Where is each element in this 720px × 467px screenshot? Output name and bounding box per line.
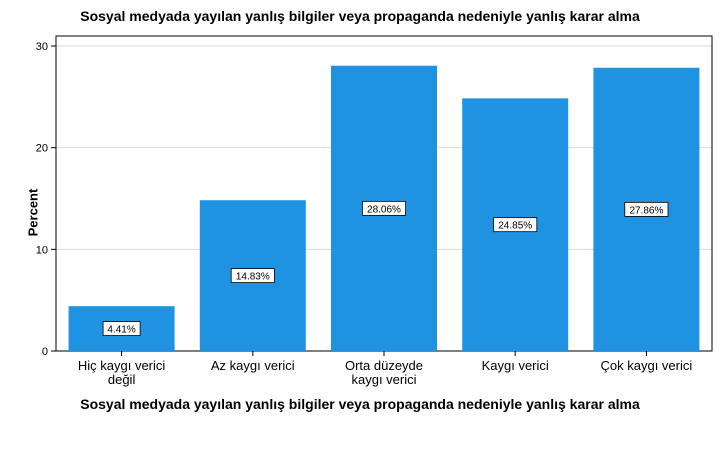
y-tick-label: 10 [36,244,48,256]
data-label: 14.83% [236,272,270,283]
data-label: 28.06% [367,204,401,215]
data-label: 27.86% [629,205,663,216]
data-label: 24.85% [498,221,532,232]
data-label-box [102,321,141,336]
x-tick-label: Az kaygı verici [211,358,295,373]
y-tick-label: 0 [42,346,48,358]
data-label-box [361,200,406,216]
data-label: 4.41% [107,325,135,336]
data-label-box [493,217,538,233]
x-tick-label: kaygı verici [351,372,416,387]
x-tick-label: Çok kaygı verici [601,358,693,373]
data-label-box [624,201,669,217]
data-label-box [230,268,275,284]
x-tick-label: Orta düzeyde [345,358,423,373]
chart-title: Sosyal medyada yayılan yanlış bilgiler v… [80,8,640,24]
x-tick-label: değil [108,372,136,387]
x-tick-label: Kaygı verici [482,358,549,373]
x-axis-label: Sosyal medyada yayılan yanlış bilgiler v… [80,396,640,412]
y-tick-label: 30 [36,41,48,53]
y-tick-label: 20 [36,143,48,155]
x-tick-label: Hiç kaygı verici [78,358,166,373]
